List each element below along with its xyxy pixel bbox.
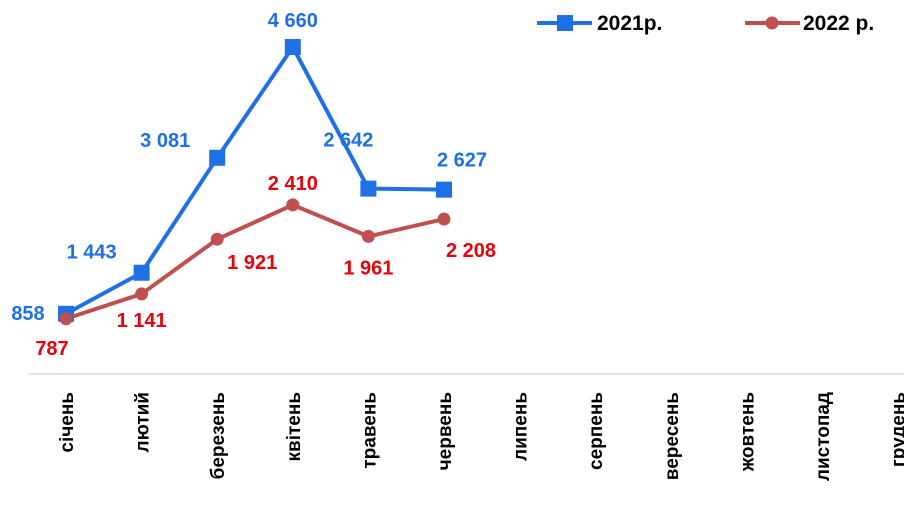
data-point-2021 xyxy=(133,264,150,281)
legend-marker-2021 xyxy=(557,15,573,31)
x-tick-label: травень xyxy=(359,392,380,469)
x-axis-tick-labels: січень лютий березень квітень травень червень… xyxy=(57,392,904,481)
data-point-2022 xyxy=(361,229,375,243)
data-labels: 858 1 443 3 081 4 660 2 642 2 627 787 1 141 1 92… xyxy=(11,10,496,360)
data-label-2022: 2 410 xyxy=(268,173,318,195)
series-line-2021 xyxy=(65,45,445,316)
data-label-2021: 4 660 xyxy=(268,10,318,32)
x-tick-label: серпень xyxy=(586,392,607,470)
legend-label-2021: 2021р. xyxy=(597,12,662,35)
x-tick-label: липень xyxy=(511,392,532,461)
data-label-2022: 1 141 xyxy=(117,310,167,332)
data-label-2021: 2 642 xyxy=(323,130,373,152)
x-tick-label: лютий xyxy=(133,392,154,453)
data-label-2021: 2 627 xyxy=(437,150,487,172)
x-tick-label: вересень xyxy=(662,392,683,480)
data-point-2022 xyxy=(437,212,451,226)
data-point-2022 xyxy=(59,312,73,326)
data-point-2021 xyxy=(436,181,452,198)
data-label-2022: 787 xyxy=(35,338,68,360)
data-point-2022 xyxy=(210,232,224,246)
data-point-2021 xyxy=(284,39,301,55)
x-tick-label: грудень xyxy=(889,392,904,467)
x-tick-label: листопад xyxy=(813,392,834,481)
data-label-2021: 1 443 xyxy=(67,242,117,264)
data-point-2021 xyxy=(209,149,226,166)
data-label-2022: 1 921 xyxy=(227,252,277,274)
data-label-2021: 3 081 xyxy=(140,130,190,152)
data-point-2022 xyxy=(286,198,300,212)
data-label-2022: 2 208 xyxy=(446,240,496,262)
legend-marker-2022 xyxy=(765,16,779,30)
legend: 2021р. 2022 р. xyxy=(537,12,874,35)
plot-area xyxy=(58,39,452,326)
x-tick-label: жовтень xyxy=(737,392,758,472)
x-tick-label: березень xyxy=(208,392,229,479)
legend-label-2022: 2022 р. xyxy=(803,12,874,35)
series-line-2022 xyxy=(65,202,445,321)
data-point-2022 xyxy=(135,287,149,301)
x-tick-label: червень xyxy=(435,392,456,470)
data-point-2021 xyxy=(360,180,377,197)
x-tick-label: квітень xyxy=(284,392,305,462)
x-tick-label: січень xyxy=(57,392,78,453)
data-label-2022: 1 961 xyxy=(343,257,393,279)
data-label-2021: 858 xyxy=(11,303,44,325)
